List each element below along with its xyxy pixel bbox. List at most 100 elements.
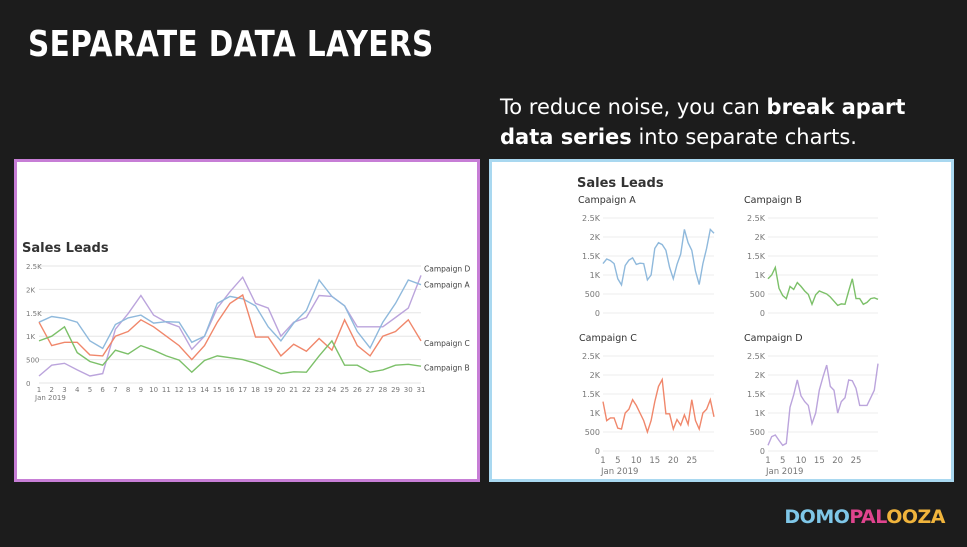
x-tick-label: 7 xyxy=(113,386,117,394)
series-label-campaign-d: Campaign D xyxy=(424,264,470,273)
y-tick-label: 2.5K xyxy=(747,214,766,223)
series-line-campaign-c xyxy=(602,377,715,435)
y-tick-label: 1.5K xyxy=(747,390,766,399)
y-tick-label: 2.5K xyxy=(747,352,766,361)
y-tick-label: 1.5K xyxy=(26,310,42,318)
x-tick-label: 19 xyxy=(264,386,273,394)
logo-part-1: DOMO xyxy=(784,506,850,528)
x-tick-label: 10 xyxy=(149,386,158,394)
x-sub-label: Jan 2019 xyxy=(765,467,803,477)
slide-subtitle: To reduce noise, you can break apart dat… xyxy=(500,92,940,152)
x-tick-label: 10 xyxy=(631,456,642,466)
y-tick-label: 500 xyxy=(750,428,765,437)
y-tick-label: 2K xyxy=(590,233,601,242)
y-tick-label: 1.5K xyxy=(582,252,601,261)
chart-title: Sales Leads xyxy=(577,176,664,191)
series-line-campaign-b xyxy=(767,265,879,307)
logo-part-2: PAL xyxy=(849,506,887,528)
x-tick-label: 1 xyxy=(765,456,770,466)
y-tick-label: 2K xyxy=(755,233,766,242)
combined-chart-panel: Sales Leads 0 500 1K 1.5K 2K 2.5K 1 2 3 4 5 6 7 8 9 10 11… xyxy=(14,159,480,482)
x-tick-label: 14 xyxy=(200,386,209,394)
y-tick-label: 1.5K xyxy=(582,390,601,399)
series-line-campaign-c xyxy=(38,293,422,361)
x-tick-label: 6 xyxy=(100,386,105,394)
chart-title: Sales Leads xyxy=(22,241,109,256)
y-tick-label: 500 xyxy=(26,357,39,365)
y-tick-label: 1K xyxy=(26,333,35,341)
x-tick-label: 17 xyxy=(238,386,247,394)
x-tick-label: 26 xyxy=(353,386,362,394)
series-line-campaign-d xyxy=(38,275,422,377)
y-tick-label: 1K xyxy=(755,409,766,418)
x-tick-label: 22 xyxy=(302,386,311,394)
x-tick-label: 9 xyxy=(139,386,143,394)
series-line-campaign-a xyxy=(38,278,422,350)
series-label-campaign-b: Campaign B xyxy=(424,364,470,373)
slide-title: SEPARATE DATA LAYERS xyxy=(28,24,434,65)
y-tick-label: 500 xyxy=(585,428,600,437)
x-tick-label: 4 xyxy=(75,386,80,394)
y-tick-label: 0 xyxy=(595,447,600,456)
x-tick-label: 21 xyxy=(289,386,298,394)
subchart-title-campaign-b: Campaign B xyxy=(744,195,802,206)
x-tick-label: 27 xyxy=(366,386,375,394)
y-tick-label: 0 xyxy=(26,380,30,388)
y-tick-label: 2K xyxy=(755,371,766,380)
x-sub-label: Jan 2019 xyxy=(34,394,66,402)
y-tick-label: 0 xyxy=(760,309,765,318)
x-tick-label: 11 xyxy=(162,386,171,394)
subchart-title-campaign-d: Campaign D xyxy=(744,333,803,344)
y-tick-label: 2.5K xyxy=(26,263,42,271)
x-tick-label: 29 xyxy=(391,386,400,394)
x-tick-label: 13 xyxy=(187,386,196,394)
x-tick-label: 18 xyxy=(251,386,260,394)
x-tick-label: 1 xyxy=(37,386,41,394)
y-tick-label: 500 xyxy=(750,290,765,299)
x-tick-label: 2 xyxy=(49,386,53,394)
x-tick-label: 30 xyxy=(404,386,413,394)
y-tick-label: 1K xyxy=(590,409,601,418)
x-tick-label: 12 xyxy=(175,386,184,394)
x-tick-label: 15 xyxy=(213,386,222,394)
y-tick-label: 0 xyxy=(760,447,765,456)
x-tick-label: 24 xyxy=(327,386,336,394)
subchart-title-campaign-a: Campaign A xyxy=(578,195,636,206)
x-tick-label: 20 xyxy=(832,456,843,466)
subtitle-text-2: into separate charts. xyxy=(631,125,857,149)
x-tick-label: 1 xyxy=(600,456,605,466)
series-label-campaign-c: Campaign C xyxy=(424,339,470,348)
x-tick-label: 8 xyxy=(126,386,130,394)
y-tick-label: 2K xyxy=(26,286,35,294)
x-tick-label: 15 xyxy=(814,456,825,466)
x-tick-label: 5 xyxy=(615,456,620,466)
y-tick-label: 0 xyxy=(595,309,600,318)
x-tick-label: 23 xyxy=(315,386,324,394)
x-tick-label: 25 xyxy=(851,456,862,466)
x-tick-label: 25 xyxy=(340,386,349,394)
subtitle-text-1: To reduce noise, you can xyxy=(500,95,767,119)
x-tick-label: 5 xyxy=(780,456,785,466)
x-tick-label: 3 xyxy=(62,386,66,394)
x-tick-label: 16 xyxy=(226,386,235,394)
x-tick-label: 20 xyxy=(668,456,679,466)
series-line-campaign-a xyxy=(602,227,715,287)
y-tick-label: 2.5K xyxy=(582,352,601,361)
series-line-campaign-b xyxy=(38,325,422,375)
subchart-title-campaign-c: Campaign C xyxy=(579,333,637,344)
series-label-campaign-a: Campaign A xyxy=(424,281,470,290)
y-tick-label: 1.5K xyxy=(747,252,766,261)
y-tick-label: 1K xyxy=(590,271,601,280)
x-tick-label: 15 xyxy=(649,456,660,466)
x-sub-label: Jan 2019 xyxy=(600,467,638,477)
series-line-campaign-d xyxy=(767,363,879,447)
domopalooza-logo: DOMOPALOOZA xyxy=(784,506,945,528)
x-tick-label: 25 xyxy=(686,456,697,466)
y-tick-label: 500 xyxy=(585,290,600,299)
x-tick-label: 28 xyxy=(378,386,387,394)
subtitle-bold-text: break apart data series xyxy=(500,95,906,149)
y-tick-label: 2.5K xyxy=(582,214,601,223)
x-tick-label: 10 xyxy=(796,456,807,466)
